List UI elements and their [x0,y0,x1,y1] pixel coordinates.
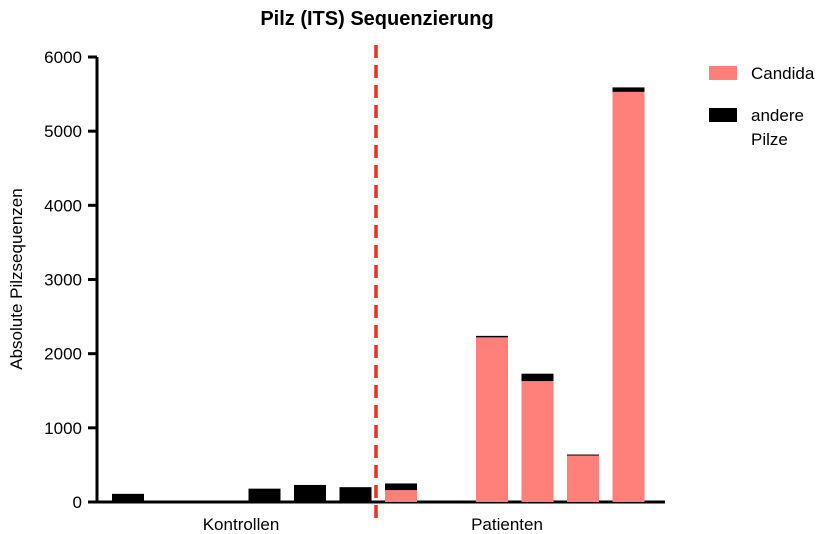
y-tick-label: 6000 [44,48,82,67]
group-label-kontrollen: Kontrollen [203,515,280,534]
chart-title: Pilz (ITS) Sequenzierung [260,8,493,30]
bar-segment-candida [385,490,417,502]
bar-segment-andere-pilze [567,454,599,456]
bar-segment-andere-pilze [294,484,326,502]
group-label-patienten: Patienten [471,515,543,534]
legend-label-candida: Candida [751,64,815,83]
y-tick-label: 1000 [44,419,82,438]
bar-segment-andere-pilze [521,373,554,382]
bar-segment-andere-pilze [476,335,508,338]
legend-swatch-candida [709,66,737,80]
bar-segment-candida [612,91,645,502]
bar-segment-andere-pilze [248,488,281,502]
y-tick-label: 4000 [44,196,82,215]
y-tick-label: 5000 [44,122,82,141]
bar-segment-andere-pilze [612,87,645,92]
bar-segment-andere-pilze [385,483,417,491]
bar-segment-candida [521,381,554,502]
bar-segment-candida [567,455,599,502]
bar-segment-andere-pilze [339,487,372,502]
legend: Candida andere Pilze [709,64,815,149]
legend-label-andere-line2: Pilze [751,130,788,149]
bars [112,87,645,502]
bar-segment-candida [476,337,508,502]
y-tick-label: 0 [73,493,82,512]
legend-label-andere-line1: andere [751,106,804,125]
y-axis-label: Absolute Pilzsequenzen [7,188,26,369]
bar-segment-andere-pilze [112,493,144,502]
y-ticks: 0 1000 2000 3000 4000 5000 6000 [44,48,97,512]
legend-swatch-andere-pilze [709,108,737,122]
y-tick-label: 2000 [44,345,82,364]
y-tick-label: 3000 [44,271,82,290]
